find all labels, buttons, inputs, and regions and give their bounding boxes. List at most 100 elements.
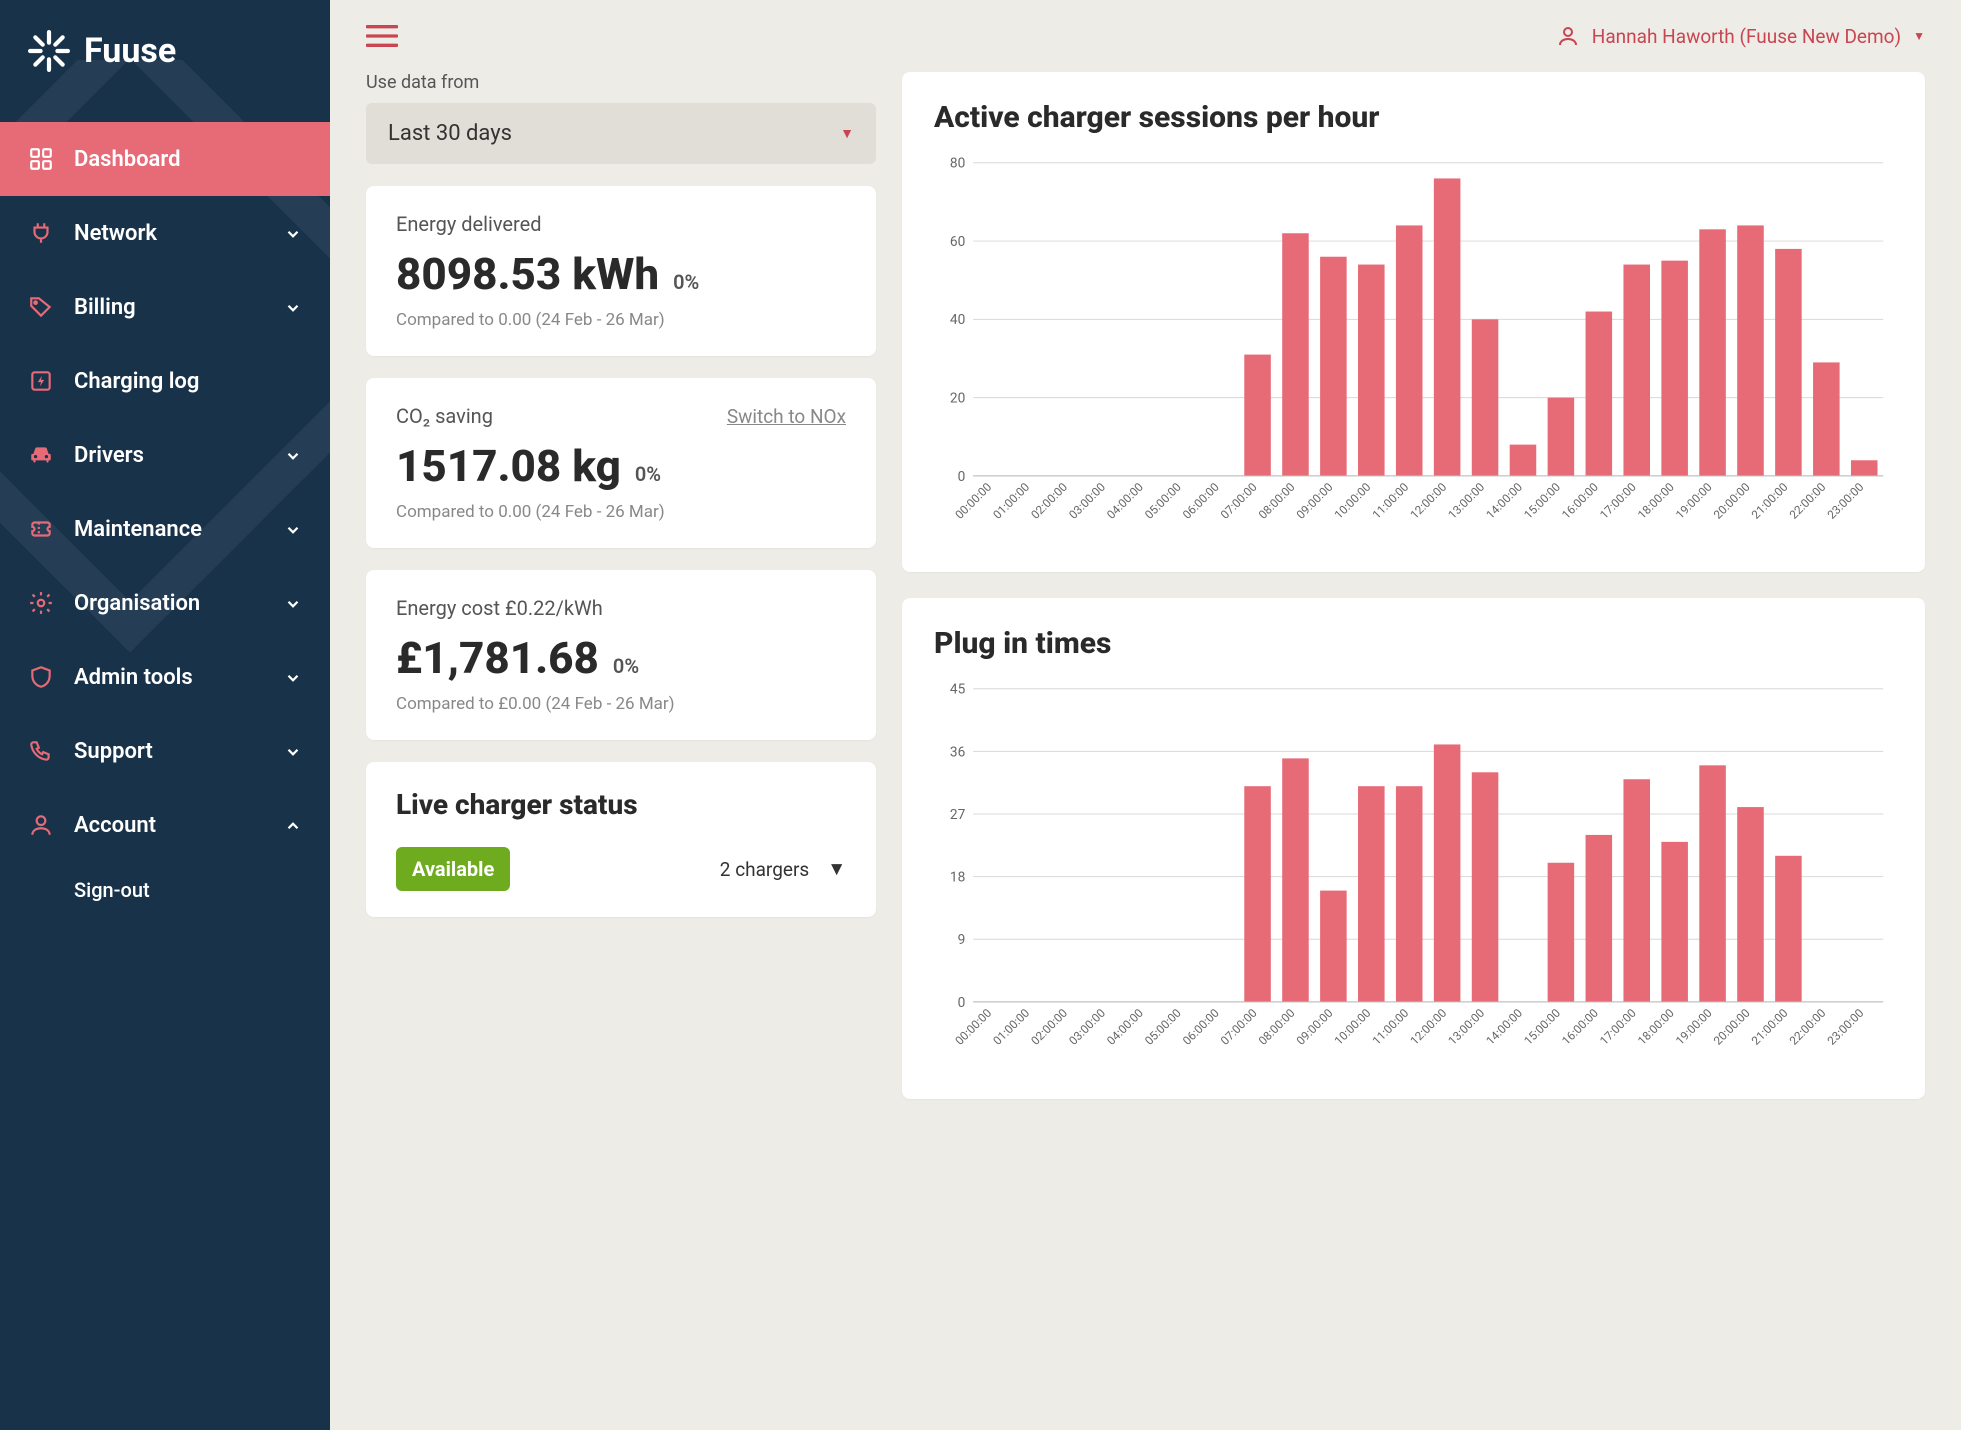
chevron-down-icon (284, 668, 302, 686)
svg-text:06:00:00: 06:00:00 (1180, 480, 1222, 522)
svg-text:20:00:00: 20:00:00 (1711, 480, 1753, 522)
svg-text:0: 0 (958, 995, 966, 1011)
switch-nox-link[interactable]: Switch to NOx (727, 405, 846, 428)
phone-icon (28, 738, 54, 764)
svg-text:10:00:00: 10:00:00 (1332, 1006, 1374, 1048)
svg-text:15:00:00: 15:00:00 (1521, 1006, 1563, 1048)
chevron-down-icon (284, 224, 302, 242)
right-column: Active charger sessions per hour 0204060… (902, 72, 1925, 1099)
status-badge: Available (396, 847, 510, 891)
svg-text:21:00:00: 21:00:00 (1749, 1006, 1791, 1048)
sidebar-item-billing[interactable]: Billing (0, 270, 330, 344)
chart-card-sessions: Active charger sessions per hour 0204060… (902, 72, 1925, 572)
chart-title: Plug in times (934, 626, 1893, 661)
svg-text:45: 45 (950, 682, 966, 698)
sidebar-item-label: Network (74, 221, 157, 246)
svg-text:18:00:00: 18:00:00 (1635, 1006, 1677, 1048)
sidebar-item-label: Charging log (74, 369, 199, 394)
chevron-down-icon: ▼ (827, 857, 846, 881)
sidebar-subitem-signout[interactable]: Sign-out (0, 862, 330, 918)
chart-plugins: 091827364500:00:0001:00:0002:00:0003:00:… (934, 679, 1893, 1070)
metric-title: Energy delivered (396, 212, 542, 236)
charger-count-select[interactable]: 2 chargers ▼ (720, 857, 846, 881)
svg-text:17:00:00: 17:00:00 (1597, 1006, 1639, 1048)
metric-compare: Compared to 0.00 (24 Feb - 26 Mar) (396, 310, 846, 330)
svg-text:07:00:00: 07:00:00 (1218, 1006, 1260, 1048)
svg-text:19:00:00: 19:00:00 (1673, 480, 1715, 522)
svg-text:14:00:00: 14:00:00 (1483, 480, 1525, 522)
svg-text:60: 60 (950, 234, 965, 250)
tag-icon (28, 294, 54, 320)
sidebar-item-label: Billing (74, 295, 136, 320)
sidebar-item-dashboard[interactable]: Dashboard (0, 122, 330, 196)
sidebar-item-charging-log[interactable]: Charging log (0, 344, 330, 418)
svg-text:13:00:00: 13:00:00 (1445, 1006, 1487, 1048)
user-icon (1556, 24, 1580, 48)
metric-value: 8098.53 kWh (396, 248, 659, 300)
svg-text:03:00:00: 03:00:00 (1066, 1006, 1108, 1048)
svg-text:06:00:00: 06:00:00 (1180, 1006, 1222, 1048)
charging-icon (28, 368, 54, 394)
svg-text:10:00:00: 10:00:00 (1332, 480, 1374, 522)
brand-mark-icon (28, 30, 70, 72)
svg-text:08:00:00: 08:00:00 (1256, 480, 1298, 522)
chevron-up-icon (284, 816, 302, 834)
sidebar-item-admin-tools[interactable]: Admin tools (0, 640, 330, 714)
svg-text:80: 80 (950, 156, 965, 172)
svg-text:20:00:00: 20:00:00 (1711, 1006, 1753, 1048)
svg-text:22:00:00: 22:00:00 (1787, 480, 1829, 522)
svg-text:08:00:00: 08:00:00 (1256, 1006, 1298, 1048)
svg-text:22:00:00: 22:00:00 (1787, 1006, 1829, 1048)
date-range-select[interactable]: Last 30 days ▼ (366, 103, 876, 164)
svg-text:02:00:00: 02:00:00 (1028, 480, 1070, 522)
svg-text:20: 20 (950, 391, 965, 407)
svg-text:23:00:00: 23:00:00 (1824, 480, 1866, 522)
svg-text:07:00:00: 07:00:00 (1218, 480, 1260, 522)
svg-text:16:00:00: 16:00:00 (1559, 1006, 1601, 1048)
sidebar-item-maintenance[interactable]: Maintenance (0, 492, 330, 566)
chart-card-plugins: Plug in times 091827364500:00:0001:00:00… (902, 598, 1925, 1098)
svg-text:04:00:00: 04:00:00 (1104, 1006, 1146, 1048)
svg-text:13:00:00: 13:00:00 (1445, 480, 1487, 522)
sidebar: Fuuse Dashboard Network Billing Charging lo… (0, 0, 330, 1430)
sidebar-item-account[interactable]: Account (0, 788, 330, 862)
metric-value: 1517.08 kg (396, 440, 621, 492)
sidebar-item-organisation[interactable]: Organisation (0, 566, 330, 640)
svg-text:16:00:00: 16:00:00 (1559, 480, 1601, 522)
chevron-down-icon (284, 742, 302, 760)
left-column: Use data from Last 30 days ▼ Energy deli… (366, 72, 876, 1099)
sidebar-item-label: Admin tools (74, 665, 193, 690)
svg-text:23:00:00: 23:00:00 (1824, 1006, 1866, 1048)
user-icon (28, 812, 54, 838)
svg-text:09:00:00: 09:00:00 (1294, 1006, 1336, 1048)
svg-text:12:00:00: 12:00:00 (1407, 1006, 1449, 1048)
metric-value: £1,781.68 (396, 632, 599, 684)
metric-card-co2: CO₂ saving Switch to NOx 1517.08 kg 0% C… (366, 378, 876, 548)
svg-text:09:00:00: 09:00:00 (1294, 480, 1336, 522)
hamburger-icon[interactable] (366, 24, 398, 48)
svg-text:00:00:00: 00:00:00 (952, 480, 994, 522)
chevron-down-icon (284, 594, 302, 612)
svg-text:05:00:00: 05:00:00 (1142, 480, 1184, 522)
svg-text:18: 18 (950, 870, 965, 886)
svg-text:9: 9 (958, 933, 966, 949)
svg-text:04:00:00: 04:00:00 (1104, 480, 1146, 522)
svg-text:19:00:00: 19:00:00 (1673, 1006, 1715, 1048)
svg-text:40: 40 (950, 312, 965, 328)
metric-pct: 0% (613, 654, 639, 678)
sidebar-item-network[interactable]: Network (0, 196, 330, 270)
chevron-down-icon: ▼ (840, 125, 854, 142)
topbar: Hannah Haworth (Fuuse New Demo) ▼ (330, 0, 1961, 72)
brand-name: Fuuse (84, 31, 176, 71)
gear-icon (28, 590, 54, 616)
content: Use data from Last 30 days ▼ Energy deli… (330, 72, 1961, 1135)
ticket-icon (28, 516, 54, 542)
user-display-name: Hannah Haworth (Fuuse New Demo) (1592, 25, 1901, 48)
dashboard-icon (28, 146, 54, 172)
metric-pct: 0% (635, 462, 661, 486)
sidebar-item-drivers[interactable]: Drivers (0, 418, 330, 492)
brand-logo[interactable]: Fuuse (0, 0, 330, 122)
chart-sessions: 02040608000:00:0001:00:0002:00:0003:00:0… (934, 153, 1893, 544)
user-menu[interactable]: Hannah Haworth (Fuuse New Demo) ▼ (1556, 24, 1925, 48)
sidebar-item-support[interactable]: Support (0, 714, 330, 788)
